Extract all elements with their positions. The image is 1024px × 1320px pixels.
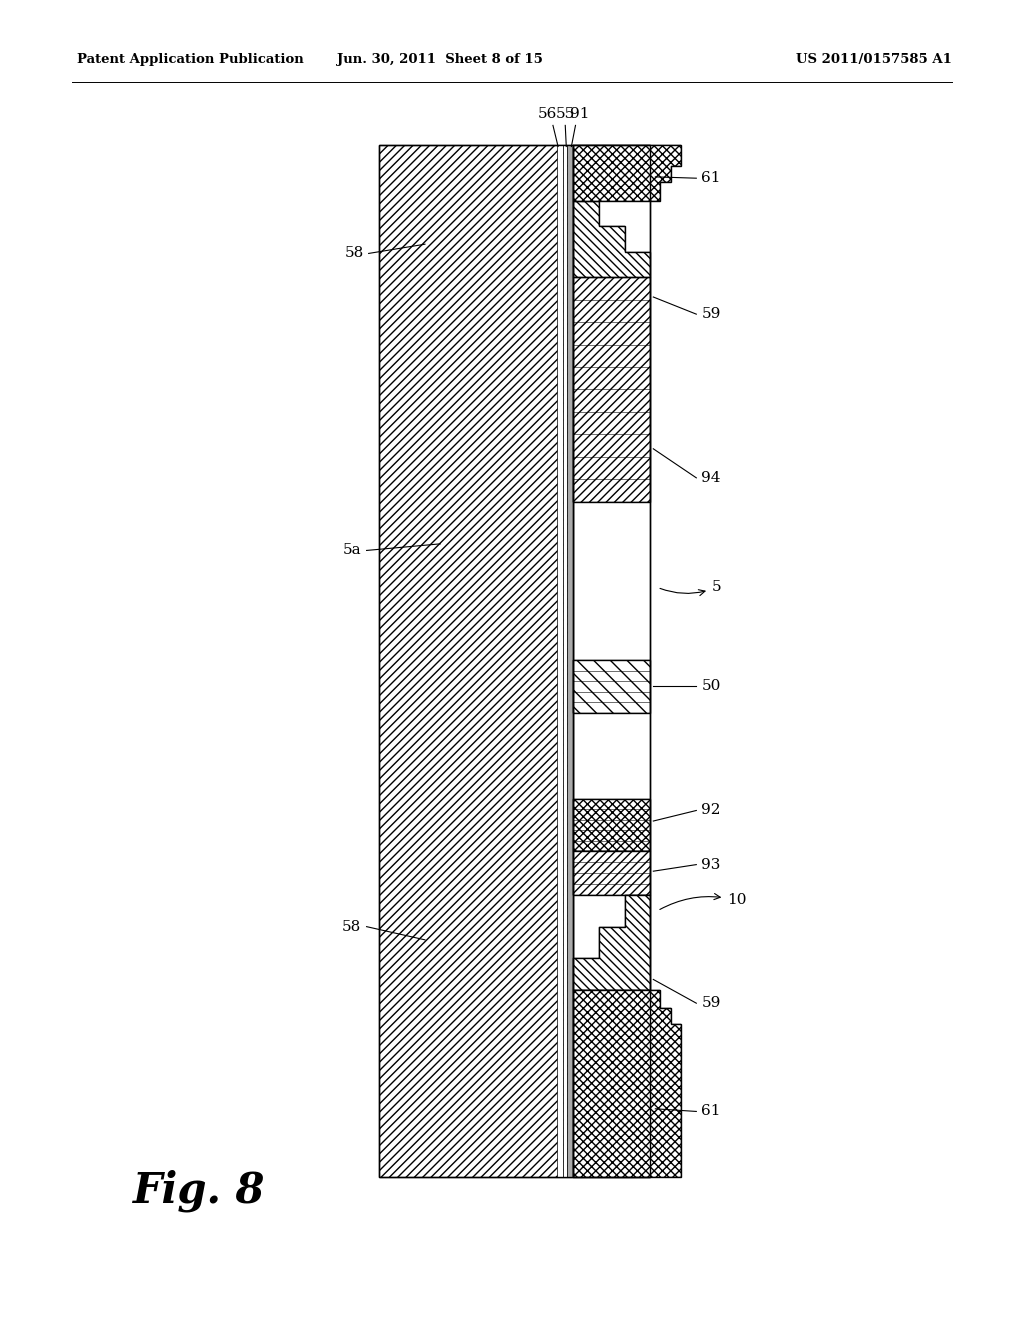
Text: 58: 58 (342, 920, 361, 933)
Text: 59: 59 (701, 997, 721, 1010)
Bar (573, 277, 650, 502)
Polygon shape (573, 145, 681, 201)
Bar (563, 145, 567, 1177)
Text: US 2011/0157585 A1: US 2011/0157585 A1 (797, 53, 952, 66)
Text: 61: 61 (701, 172, 721, 185)
Bar (379, 145, 573, 1177)
Bar (573, 851, 650, 895)
Bar (573, 799, 650, 851)
Text: 61: 61 (701, 1105, 721, 1118)
Bar (573, 851, 650, 895)
Bar (573, 799, 650, 851)
Bar (567, 145, 573, 1177)
Text: 93: 93 (701, 858, 721, 871)
Bar (573, 660, 650, 713)
Bar (557, 145, 563, 1177)
Text: 5a: 5a (343, 544, 361, 557)
Text: 55: 55 (556, 107, 574, 121)
Text: 92: 92 (701, 804, 721, 817)
Text: 94: 94 (701, 471, 721, 484)
Text: 91: 91 (569, 107, 590, 121)
Text: Jun. 30, 2011  Sheet 8 of 15: Jun. 30, 2011 Sheet 8 of 15 (337, 53, 544, 66)
Text: 56: 56 (539, 107, 557, 121)
Bar (573, 277, 650, 502)
Bar (573, 145, 650, 1177)
Bar (379, 145, 573, 1177)
Text: Patent Application Publication: Patent Application Publication (77, 53, 303, 66)
Bar (573, 660, 650, 713)
Polygon shape (573, 201, 650, 277)
Text: 59: 59 (701, 308, 721, 321)
Polygon shape (573, 990, 681, 1177)
Polygon shape (573, 895, 650, 990)
Text: Fig. 8: Fig. 8 (133, 1170, 266, 1212)
Text: 10: 10 (659, 894, 746, 909)
Text: 5: 5 (660, 581, 721, 595)
Text: 58: 58 (344, 247, 364, 260)
Bar (573, 145, 650, 1177)
Text: 50: 50 (701, 680, 721, 693)
